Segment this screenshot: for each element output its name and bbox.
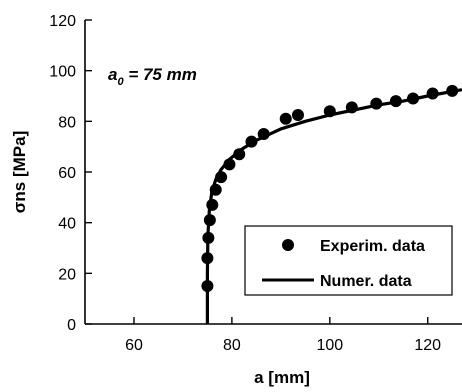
legend-marker-experim [282, 239, 294, 251]
legend-box [244, 225, 453, 296]
data-point-experim [203, 214, 216, 227]
y-tick-label: 60 [58, 165, 76, 182]
x-tick-label: 60 [125, 337, 143, 354]
data-point-experim [223, 158, 236, 171]
y-tick-label: 80 [58, 114, 76, 131]
legend-label-numer: Numer. data [320, 273, 412, 290]
data-point-experim [389, 95, 402, 108]
legend-label-experim: Experim. data [320, 238, 425, 255]
data-point-experim [446, 84, 459, 97]
data-point-experim [426, 87, 439, 100]
y-tick-label: 40 [58, 216, 76, 233]
annotation-prefix: a [108, 65, 117, 84]
data-point-experim [323, 105, 336, 118]
y-tick-label: 0 [67, 317, 76, 334]
annotation-suffix: = 75 mm [124, 65, 197, 84]
y-tick-label: 120 [49, 13, 76, 30]
data-point-experim [407, 92, 420, 105]
data-point-experim [201, 252, 214, 265]
x-axis-title: a [mm] [254, 368, 310, 387]
data-point-experim [215, 171, 228, 184]
annotation-text: a0 = 75 mm [108, 65, 197, 88]
data-point-experim [206, 198, 219, 211]
data-point-experim [345, 101, 358, 114]
y-tick-label: 100 [49, 64, 76, 81]
y-axis-title: σns [MPa] [10, 131, 29, 213]
annotation-subscript: 0 [117, 76, 124, 88]
x-tick-label: 80 [223, 337, 241, 354]
data-point-experim [279, 112, 292, 125]
data-point-experim [202, 231, 215, 244]
legend: Experim. data Numer. data [244, 225, 453, 296]
data-point-experim [291, 109, 304, 121]
data-point-experim [201, 280, 214, 292]
data-point-experim [370, 97, 383, 110]
x-tick-label: 100 [316, 337, 343, 354]
data-point-experim [233, 148, 246, 161]
data-point-experim [257, 128, 270, 140]
x-tick-label: 120 [414, 337, 441, 354]
axis-ticks: 0 20 40 60 80 100 120 60 80 100 120 [49, 13, 441, 354]
data-point-experim [209, 183, 222, 196]
data-point-experim [245, 135, 258, 148]
series-group [201, 84, 462, 324]
y-tick-label: 20 [58, 266, 76, 283]
